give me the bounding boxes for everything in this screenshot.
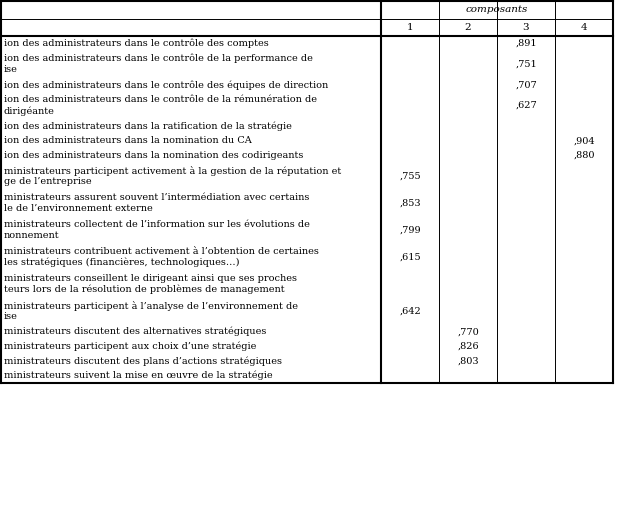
Text: ministrateurs participent activement à la gestion de la réputation et
ge de l’en: ministrateurs participent activement à l… [4, 166, 341, 186]
Text: ,826: ,826 [457, 342, 479, 351]
Text: ,891: ,891 [515, 39, 537, 48]
Text: ,615: ,615 [399, 252, 421, 261]
Text: ,853: ,853 [399, 198, 421, 207]
Text: 3: 3 [523, 23, 529, 32]
Text: ministrateurs contribuent activement à l’obtention de certaines
les stratégiques: ministrateurs contribuent activement à l… [4, 247, 319, 267]
Text: ,627: ,627 [515, 101, 537, 110]
Text: ion des administrateurs dans le contrôle de la performance de
ise: ion des administrateurs dans le contrôle… [4, 54, 313, 74]
Text: ion des administrateurs dans la nomination du CA: ion des administrateurs dans la nominati… [4, 136, 251, 145]
Text: ,803: ,803 [457, 356, 479, 365]
Text: ministrateurs assurent souvent l’intermédiation avec certains
le de l’environnem: ministrateurs assurent souvent l’intermé… [4, 193, 310, 213]
Text: ion des administrateurs dans le contrôle de la rémunération de
dirigéante: ion des administrateurs dans le contrôle… [4, 95, 317, 116]
Text: ion des administrateurs dans la nomination des codirigeants: ion des administrateurs dans la nominati… [4, 151, 303, 160]
Text: ministrateurs conseillent le dirigeant ainsi que ses proches
teurs lors de la ré: ministrateurs conseillent le dirigeant a… [4, 274, 297, 294]
Text: ministrateurs participent à l’analyse de l’environnement de
ise: ministrateurs participent à l’analyse de… [4, 300, 298, 321]
Text: 2: 2 [465, 23, 471, 32]
Text: composants: composants [466, 5, 528, 14]
Text: ,770: ,770 [457, 327, 479, 336]
Text: ,642: ,642 [399, 306, 421, 315]
Text: ,799: ,799 [399, 225, 421, 234]
Text: ion des administrateurs dans la ratification de la stratégie: ion des administrateurs dans la ratifica… [4, 122, 292, 131]
Text: ion des administrateurs dans le contrôle des comptes: ion des administrateurs dans le contrôle… [4, 39, 269, 48]
Text: ,904: ,904 [573, 136, 595, 145]
Text: ministrateurs collectent de l’information sur les évolutions de
nonnement: ministrateurs collectent de l’informatio… [4, 220, 310, 240]
Text: 4: 4 [581, 23, 587, 32]
Text: ,707: ,707 [515, 80, 537, 89]
Text: ,755: ,755 [399, 171, 421, 180]
Text: ,880: ,880 [573, 151, 595, 160]
Text: ion des administrateurs dans le contrôle des équipes de direction: ion des administrateurs dans le contrôle… [4, 80, 328, 89]
Text: ,751: ,751 [515, 59, 537, 68]
Text: ministrateurs participent aux choix d’une stratégie: ministrateurs participent aux choix d’un… [4, 342, 256, 351]
Text: 1: 1 [407, 23, 413, 32]
Text: ministrateurs suivent la mise en œuvre de la stratégie: ministrateurs suivent la mise en œuvre d… [4, 370, 273, 380]
Text: ministrateurs discutent des alternatives stratégiques: ministrateurs discutent des alternatives… [4, 327, 266, 336]
Text: ministrateurs discutent des plans d’actions stratégiques: ministrateurs discutent des plans d’acti… [4, 356, 282, 366]
